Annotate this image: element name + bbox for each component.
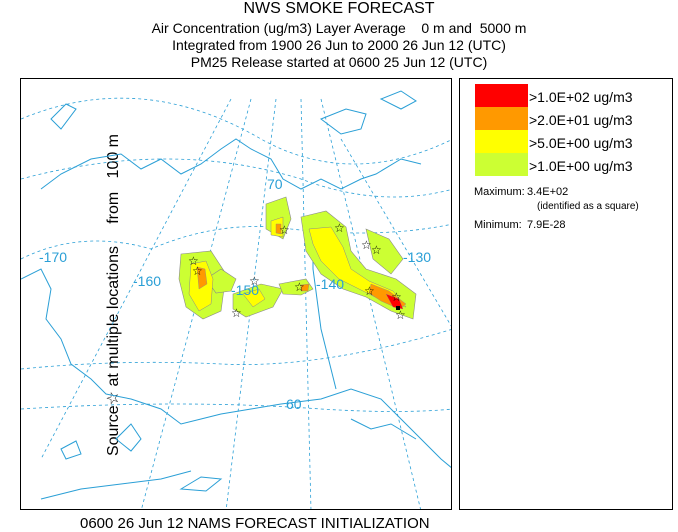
source-star: ☆ — [395, 308, 406, 322]
legend-label-level-1: >1.0E+00 ug/m3 — [529, 158, 633, 174]
integration-period: Integrated from 1900 26 Jun to 2000 26 J… — [172, 37, 506, 53]
legend-label-level-2: >5.0E+00 ug/m3 — [529, 135, 633, 151]
grid-label-150: -150 — [231, 282, 259, 298]
legend-swatch-level-3 — [475, 107, 528, 130]
forecast-title: NWS SMOKE FORECAST — [243, 0, 435, 17]
latitude-lines — [21, 97, 451, 412]
source-star: ☆ — [361, 238, 372, 252]
source-star: ☆ — [279, 223, 290, 237]
source-star: ☆ — [334, 221, 345, 235]
grid-label-130: -130 — [403, 249, 431, 265]
source-star: ☆ — [192, 264, 203, 278]
source-star: ☆ — [188, 254, 199, 268]
legend-swatch-level-2 — [475, 130, 528, 153]
smoke-map: ☆ ☆ ☆ ☆ ☆ ☆ ☆ ☆ ☆ ☆ ☆ ☆ -170 -160 -150 -… — [20, 78, 452, 510]
grid-label-70: 70 — [267, 176, 283, 192]
plume-level-4 — [385, 293, 404, 310]
coastlines — [21, 90, 451, 500]
maximum-square — [396, 306, 400, 310]
source-star: ☆ — [294, 280, 305, 294]
maximum-note: (identified as a square) — [537, 201, 639, 212]
concentration-subtitle: Air Concentration (ug/m3) Layer Average … — [151, 20, 527, 36]
grid-label-140: -140 — [316, 276, 344, 292]
grid-label-170: -170 — [39, 249, 67, 265]
map-canvas: ☆ ☆ ☆ ☆ ☆ ☆ ☆ ☆ ☆ ☆ ☆ ☆ -170 -160 -150 -… — [21, 90, 451, 509]
grid-label-60: 60 — [286, 396, 302, 412]
source-star: ☆ — [364, 284, 375, 298]
legend-label-level-4: >1.0E+02 ug/m3 — [529, 89, 633, 105]
maximum-label: Maximum: — [474, 186, 525, 198]
maximum-value: 3.4E+02 — [527, 186, 569, 198]
legend-swatch-level-1 — [475, 153, 528, 176]
source-star: ☆ — [371, 243, 382, 257]
legend-label-level-3: >2.0E+01 ug/m3 — [529, 112, 633, 128]
legend-swatch-level-4 — [475, 84, 528, 107]
grid-labels: -170 -160 -150 -140 -130 70 60 — [39, 176, 431, 412]
source-markers: ☆ ☆ ☆ ☆ ☆ ☆ ☆ ☆ ☆ ☆ ☆ ☆ — [188, 221, 406, 322]
source-star: ☆ — [391, 290, 402, 304]
source-star: ☆ — [231, 306, 242, 320]
legend: >1.0E+02 ug/m3 >2.0E+01 ug/m3 >5.0E+00 u… — [459, 78, 673, 510]
minimum-value: 7.9E-28 — [527, 219, 566, 231]
grid-label-160: -160 — [133, 273, 161, 289]
model-initialization: 0600 26 Jun 12 NAMS FORECAST INITIALIZAT… — [80, 515, 430, 532]
minimum-label: Minimum: — [474, 219, 522, 231]
longitude-lines — [40, 98, 451, 509]
release-start: PM25 Release started at 0600 25 Jun 12 (… — [190, 54, 488, 70]
source-star: ☆ — [249, 274, 260, 288]
